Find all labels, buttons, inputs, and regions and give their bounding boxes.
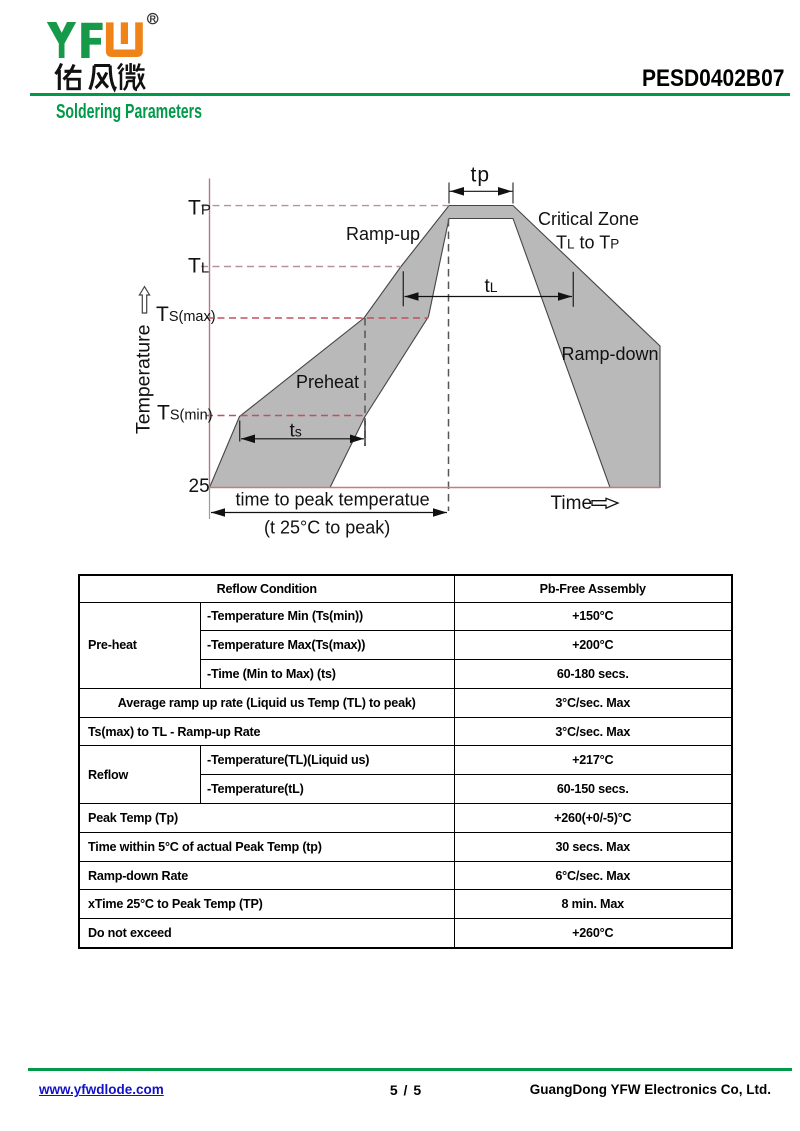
svg-text:ts: ts: [290, 421, 302, 442]
svg-text:Ramp-up: Ramp-up: [346, 224, 420, 244]
svg-text:Preheat: Preheat: [296, 372, 359, 392]
svg-text:TS(min): TS(min): [157, 402, 213, 425]
svg-text:R: R: [149, 14, 156, 24]
svg-text:tp: tp: [471, 164, 491, 187]
svg-text:Time: Time: [551, 493, 593, 514]
svg-text:Temperature: Temperature: [133, 325, 155, 434]
svg-text:time to peak temperatue: time to peak temperatue: [236, 490, 430, 510]
svg-text:25: 25: [189, 476, 210, 497]
svg-text:tL: tL: [485, 276, 498, 297]
svg-text:(t 25°C to peak): (t 25°C to peak): [264, 518, 390, 538]
svg-text:Critical Zone: Critical Zone: [538, 209, 639, 229]
svg-text:Ramp-down: Ramp-down: [562, 344, 659, 364]
svg-text:TL: TL: [188, 255, 209, 278]
svg-text:TL to TP: TL to TP: [556, 233, 619, 253]
svg-text:TP: TP: [188, 197, 211, 220]
svg-text:TS(max): TS(max): [156, 303, 216, 326]
